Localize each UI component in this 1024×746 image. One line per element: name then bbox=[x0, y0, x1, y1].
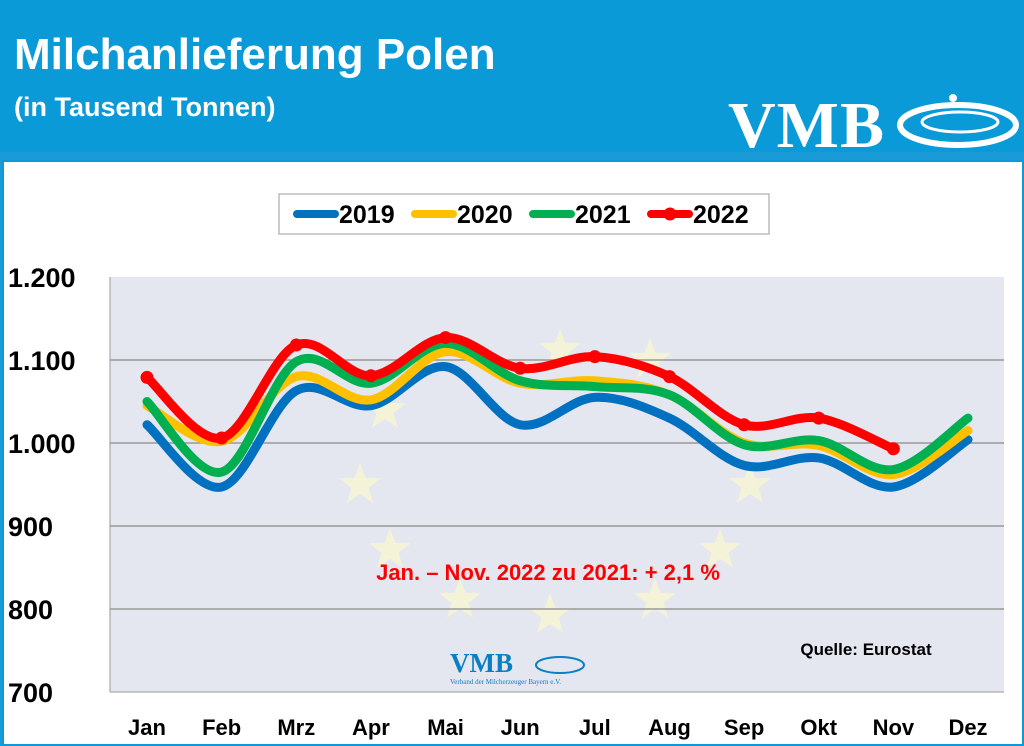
eu-star-icon bbox=[699, 528, 741, 568]
eu-star-icon bbox=[634, 578, 676, 618]
x-tick-label: Apr bbox=[352, 715, 390, 740]
y-tick-label: 800 bbox=[8, 595, 53, 625]
x-tick-label: Mrz bbox=[277, 715, 315, 740]
data-point-2022 bbox=[513, 361, 527, 375]
legend-label: 2020 bbox=[457, 201, 513, 229]
y-tick-label: 1.200 bbox=[8, 263, 76, 293]
data-point-2022 bbox=[364, 369, 378, 383]
legend-label: 2019 bbox=[339, 201, 395, 229]
series-line-2022 bbox=[142, 333, 898, 454]
y-tick-label: 1.000 bbox=[8, 429, 76, 459]
eu-star-icon bbox=[364, 388, 406, 428]
x-tick-label: Feb bbox=[202, 715, 241, 740]
data-point-2022 bbox=[886, 442, 900, 456]
watermark-logo: VMB bbox=[450, 648, 513, 678]
eu-star-icon bbox=[369, 528, 411, 568]
x-tick-label: Jul bbox=[579, 715, 611, 740]
x-tick-label: Sep bbox=[724, 715, 764, 740]
eu-star-icon bbox=[529, 593, 571, 633]
header: Milchanlieferung Polen (in Tausend Tonne… bbox=[0, 0, 1024, 162]
data-point-2022 bbox=[812, 411, 826, 425]
data-point-2022 bbox=[215, 431, 229, 445]
y-tick-label: 900 bbox=[8, 512, 53, 542]
data-point-2022 bbox=[662, 370, 676, 384]
eu-star-icon bbox=[439, 578, 481, 618]
page-subtitle: (in Tausend Tonnen) bbox=[14, 92, 276, 122]
watermark-subtitle: Verband der Milcherzeuger Bayern e.V. bbox=[450, 678, 561, 686]
eu-star-icon bbox=[339, 463, 381, 503]
data-point-2022 bbox=[289, 338, 303, 352]
source-note: Quelle: Eurostat bbox=[800, 640, 932, 659]
eu-star-icon bbox=[629, 338, 671, 378]
x-tick-label: Dez bbox=[948, 715, 987, 740]
y-tick-label: 1.100 bbox=[8, 346, 76, 376]
annotation: Jan. – Nov. 2022 zu 2021: + 2,1 % bbox=[376, 560, 720, 585]
eu-star-icon bbox=[729, 463, 771, 503]
x-tick-label: Mai bbox=[427, 715, 464, 740]
x-tick-label: Okt bbox=[800, 715, 837, 740]
y-tick-label: 700 bbox=[8, 678, 53, 708]
data-point-2022 bbox=[737, 418, 751, 432]
x-tick-label: Jun bbox=[501, 715, 540, 740]
vmb-logo: VMB bbox=[728, 89, 885, 162]
x-tick-label: Aug bbox=[648, 715, 691, 740]
data-point-2022 bbox=[439, 331, 453, 345]
legend-label: 2022 bbox=[693, 201, 749, 229]
x-tick-label: Jan bbox=[128, 715, 166, 740]
legend-label: 2021 bbox=[575, 201, 631, 229]
data-point-2022 bbox=[140, 370, 154, 384]
eu-star-icon bbox=[539, 328, 581, 368]
page-title: Milchanlieferung Polen bbox=[14, 30, 496, 79]
data-point-2022 bbox=[588, 350, 602, 364]
series-line-2021 bbox=[142, 338, 973, 477]
legend-marker bbox=[663, 207, 677, 221]
x-tick-label: Nov bbox=[873, 715, 915, 740]
series-line-2019 bbox=[142, 362, 973, 492]
logo-swoosh-icon bbox=[897, 94, 1019, 148]
watermark-swoosh-icon bbox=[535, 656, 585, 674]
